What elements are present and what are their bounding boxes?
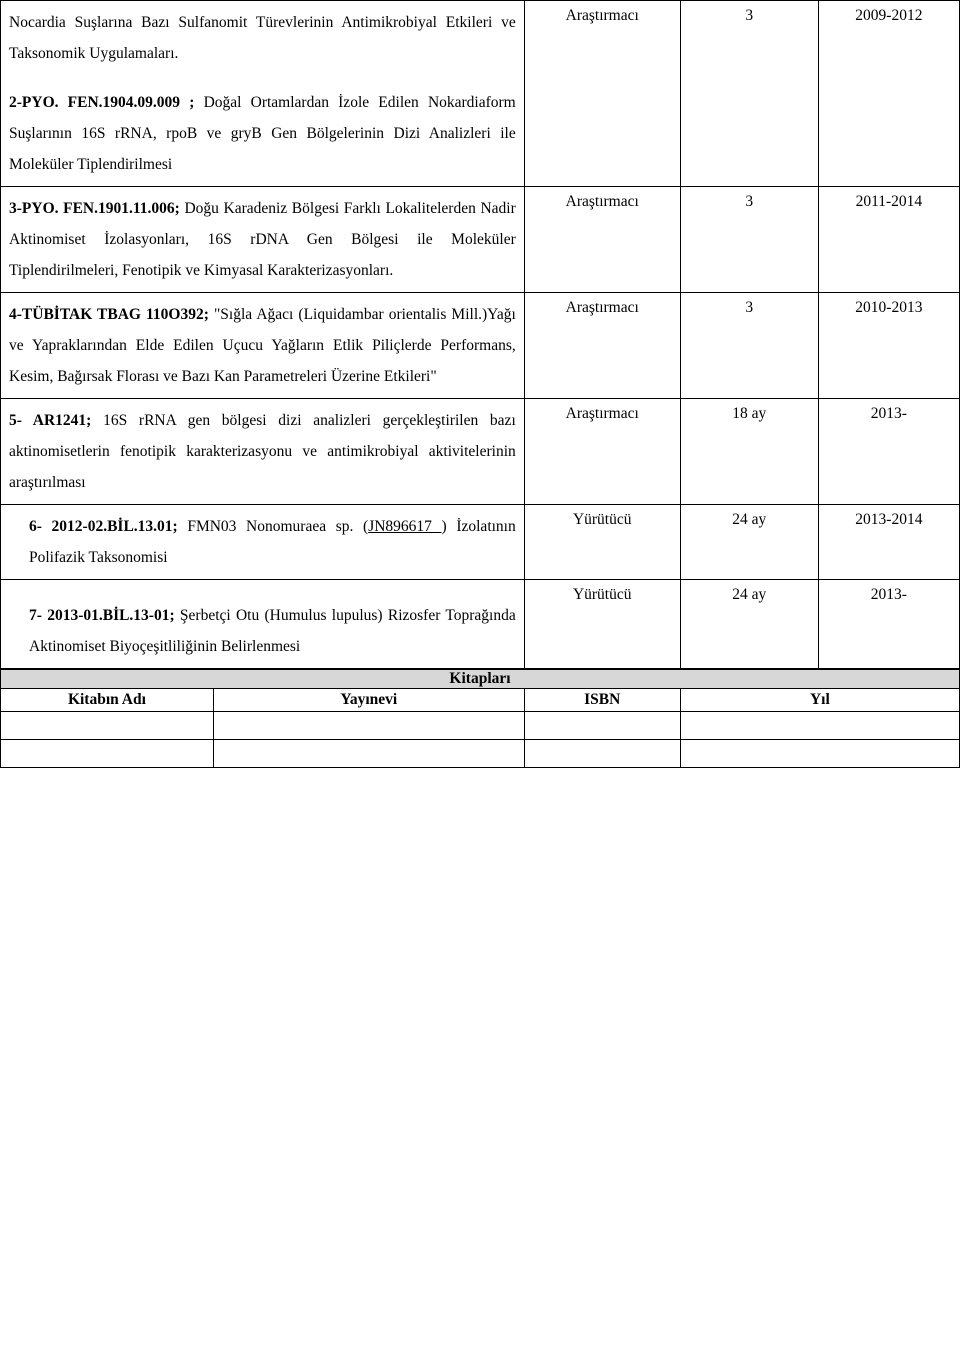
project-role: Yürütücü [524,505,680,580]
project-desc: 7- 2013-01.BİL.13-01; Şerbetçi Otu (Humu… [1,580,525,669]
project-role: Yürütücü [524,580,680,669]
project-duration: 3 [680,1,818,187]
project-code: 3-PYO. FEN.1901.11.006; [9,200,180,217]
project-role: Araştırmacı [524,1,680,187]
empty-cell [680,740,959,768]
empty-cell [524,740,680,768]
project-year: 2009-2012 [818,1,959,187]
project-code: 6- 2012-02.BİL.13.01; [29,518,178,535]
project-year: 2010-2013 [818,293,959,399]
table-row: 3-PYO. FEN.1901.11.006; Doğu Karadeniz B… [1,187,960,293]
project-duration: 24 ay [680,580,818,669]
books-header-row: Kitabın Adı Yayınevi ISBN Yıl [1,689,960,712]
project-role: Araştırmacı [524,187,680,293]
project-code: 2-PYO. FEN.1904.09.009 ; [9,94,194,111]
project-desc: 3-PYO. FEN.1901.11.006; Doğu Karadeniz B… [1,187,525,293]
project-duration: 3 [680,293,818,399]
project-code: 7- 2013-01.BİL.13-01; [29,607,175,624]
books-title-row: Kitapları [1,670,960,689]
empty-cell [213,712,524,740]
books-title: Kitapları [1,670,960,689]
table-row [1,740,960,768]
project-desc: 4-TÜBİTAK TBAG 110O392; "Sığla Ağacı (Li… [1,293,525,399]
project-duration: 3 [680,187,818,293]
empty-cell [213,740,524,768]
empty-cell [1,740,214,768]
project-desc: Nocardia Suşlarına Bazı Sulfanomit Türev… [1,1,525,187]
projects-table: Nocardia Suşlarına Bazı Sulfanomit Türev… [0,0,960,669]
link-text: JN896617 [368,518,441,535]
project-role: Araştırmacı [524,293,680,399]
project-duration: 18 ay [680,399,818,505]
table-row [1,712,960,740]
table-row: Nocardia Suşlarına Bazı Sulfanomit Türev… [1,1,960,187]
col-publisher: Yayınevi [213,689,524,712]
col-book-name: Kitabın Adı [1,689,214,712]
table-row: 4-TÜBİTAK TBAG 110O392; "Sığla Ağacı (Li… [1,293,960,399]
desc-text: Nocardia Suşlarına Bazı Sulfanomit Türev… [9,14,516,62]
project-year: 2013- [818,580,959,669]
table-row: 7- 2013-01.BİL.13-01; Şerbetçi Otu (Humu… [1,580,960,669]
project-duration: 24 ay [680,505,818,580]
col-isbn: ISBN [524,689,680,712]
table-row: 5- AR1241; 16S rRNA gen bölgesi dizi ana… [1,399,960,505]
project-year: 2013- [818,399,959,505]
project-code: 5- AR1241; [9,412,91,429]
books-table: Kitapları Kitabın Adı Yayınevi ISBN Yıl [0,669,960,768]
empty-cell [524,712,680,740]
project-code: 4-TÜBİTAK TBAG 110O392; [9,306,209,323]
project-role: Araştırmacı [524,399,680,505]
empty-cell [1,712,214,740]
col-year: Yıl [680,689,959,712]
project-year: 2013-2014 [818,505,959,580]
project-desc: 5- AR1241; 16S rRNA gen bölgesi dizi ana… [1,399,525,505]
project-year: 2011-2014 [818,187,959,293]
project-desc: 6- 2012-02.BİL.13.01; FMN03 Nonomuraea s… [1,505,525,580]
empty-cell [680,712,959,740]
table-row: 6- 2012-02.BİL.13.01; FMN03 Nonomuraea s… [1,505,960,580]
desc-text: FMN03 Nonomuraea sp. ( [178,518,368,535]
